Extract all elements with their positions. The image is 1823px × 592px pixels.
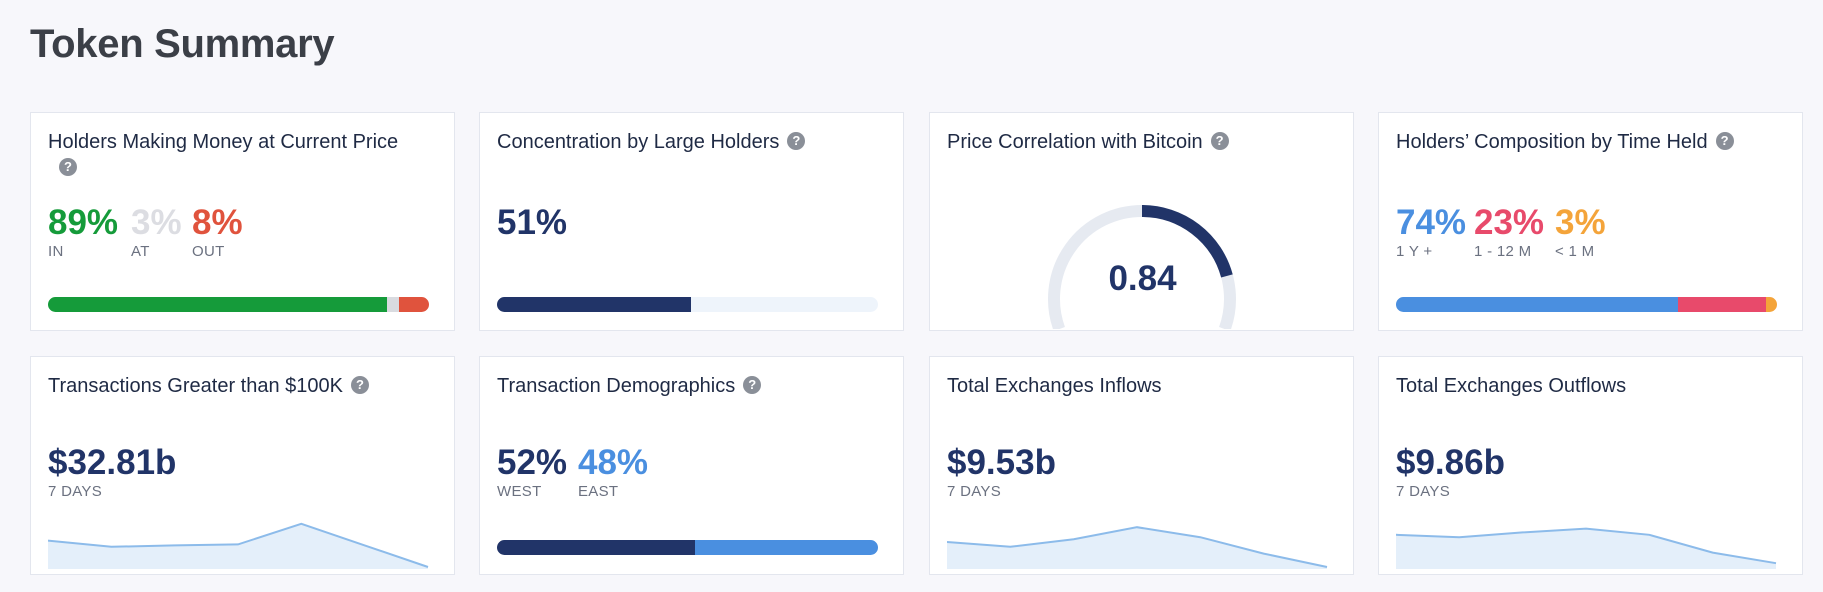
short-term-label: < 1 M (1555, 243, 1595, 260)
stat-out: 8% OUT (192, 203, 243, 260)
outflows-period: 7 DAYS (1396, 483, 1451, 500)
bar-segment-short (1765, 297, 1777, 312)
card-exchange-inflows: Total Exchanges Inflows $9.53b 7 DAYS (929, 356, 1354, 575)
help-icon[interactable]: ? (743, 375, 762, 394)
inflows-sparkline (947, 526, 1328, 569)
card-title: Price Correlation with Bitcoin (947, 131, 1203, 153)
inflows-period: 7 DAYS (947, 483, 1002, 500)
large-tx-value: $32.81b (48, 443, 177, 482)
bar-segment-out (398, 297, 429, 312)
east-label: EAST (578, 483, 619, 500)
composition-bar (1396, 297, 1777, 312)
help-icon[interactable]: ? (787, 131, 806, 150)
help-icon[interactable]: ? (1715, 131, 1734, 150)
long-term-value: 74% (1396, 203, 1467, 242)
out-label: OUT (192, 243, 225, 260)
card-title: Concentration by Large Holders (497, 131, 780, 153)
card-title: Holders Making Money at Current Price (48, 131, 399, 153)
bar-segment-in (48, 297, 388, 312)
at-label: AT (131, 243, 150, 260)
outflows-value: $9.86b (1396, 443, 1505, 482)
help-icon[interactable]: ? (350, 375, 369, 394)
gauge-fill (1141, 205, 1233, 278)
card-large-transactions: Transactions Greater than $100K? $32.81b… (30, 356, 455, 575)
short-term-value: 3% (1555, 203, 1606, 242)
holders-money-bar (48, 297, 429, 312)
sparkline-line (48, 522, 429, 568)
card-holders-making-money: Holders Making Money at Current Price ? … (30, 112, 455, 331)
card-title: Transaction Demographics (497, 375, 736, 397)
bar-segment-west (497, 540, 696, 555)
sparkline-area (947, 527, 1327, 569)
west-value: 52% (497, 443, 568, 482)
in-value: 89% (48, 203, 119, 242)
demographics-bar (497, 540, 878, 555)
card-price-correlation: Price Correlation with Bitcoin? 0.84 (929, 112, 1354, 331)
mid-term-label: 1 - 12 M (1474, 243, 1532, 260)
correlation-gauge (1048, 205, 1236, 329)
bar-segment-mid (1677, 297, 1766, 312)
inflows-value: $9.53b (947, 443, 1056, 482)
sparkline-area (1396, 528, 1776, 569)
help-icon[interactable]: ? (1210, 131, 1229, 150)
sparkline-line (1396, 527, 1777, 565)
concentration-bar (497, 297, 878, 312)
concentration-value: 51% (497, 203, 568, 242)
bar-segment-large-holders (497, 297, 692, 312)
east-value: 48% (578, 443, 649, 482)
card-holders-composition: Holders’ Composition by Time Held? 74% 1… (1378, 112, 1803, 331)
large-tx-period: 7 DAYS (48, 483, 103, 500)
mid-term-value: 23% (1474, 203, 1545, 242)
page-title: Token Summary (30, 22, 335, 66)
out-value: 8% (192, 203, 243, 242)
long-term-label: 1 Y + (1396, 243, 1433, 260)
bar-segment-long (1396, 297, 1678, 312)
card-exchange-outflows: Total Exchanges Outflows $9.86b 7 DAYS (1378, 356, 1803, 575)
stat-short-term: 3% < 1 M (1555, 203, 1606, 260)
card-concentration: Concentration by Large Holders? 51% (479, 112, 904, 331)
stat-in: 89% IN (48, 203, 118, 260)
card-title: Transactions Greater than $100K (48, 375, 343, 397)
outflows-sparkline (1396, 527, 1777, 569)
card-title: Total Exchanges Outflows (1396, 375, 1627, 397)
west-label: WEST (497, 483, 542, 500)
large-tx-sparkline (48, 522, 429, 569)
help-icon[interactable]: ? (59, 158, 77, 176)
in-label: IN (48, 243, 64, 260)
card-transaction-demographics: Transaction Demographics? 52% WEST 48% E… (479, 356, 904, 575)
stat-west: 52% WEST (497, 443, 567, 500)
bar-segment-at (387, 297, 399, 312)
at-value: 3% (131, 203, 182, 242)
sparkline-line (947, 526, 1328, 568)
stat-mid-term: 23% 1 - 12 M (1474, 203, 1544, 260)
card-title: Holders’ Composition by Time Held (1396, 131, 1708, 153)
correlation-value: 0.84 (1108, 259, 1177, 298)
card-title: Total Exchanges Inflows (947, 375, 1162, 397)
stat-east: 48% EAST (578, 443, 648, 500)
stat-long-term: 74% 1 Y + (1396, 203, 1466, 260)
bar-segment-east (695, 540, 878, 555)
stat-at: 3% AT (131, 203, 182, 260)
